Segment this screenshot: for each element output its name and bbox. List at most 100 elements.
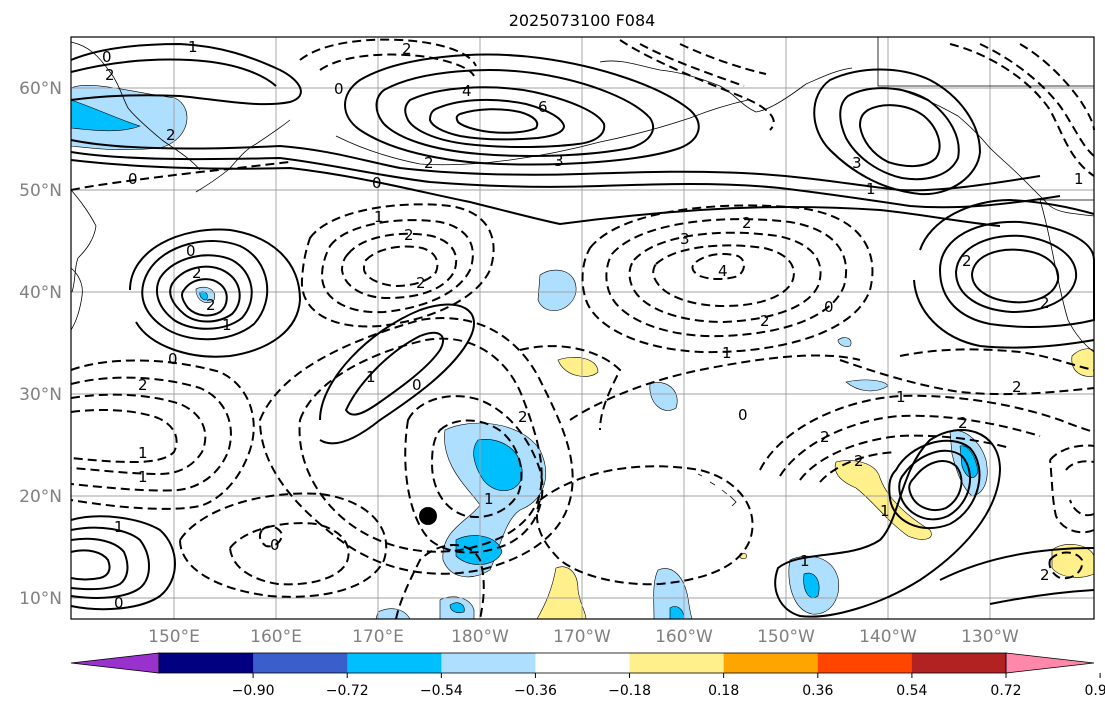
latitude-labels: 60°N 50°N 40°N 30°N 20°N 10°N [19, 79, 62, 609]
colorbar-segment [347, 653, 442, 673]
contour-label: 0 [102, 48, 112, 66]
colorbar-segment [817, 653, 913, 673]
lon-label: 160°E [250, 627, 302, 647]
contour-dashed-west-trough-1 [70, 359, 255, 510]
lon-label: 150°W [757, 627, 815, 647]
contour-dashed-outer-big [519, 345, 861, 431]
contour-dashed-big-central-2 [298, 337, 543, 553]
contour-solid-nw-low [70, 42, 302, 106]
colorbar-tick-label: 0.90 [1085, 683, 1105, 699]
colorbar-segment [629, 653, 725, 673]
contour-dashed-south-center-1 [395, 544, 485, 620]
contour-dashed-ne-1 [949, 43, 1095, 177]
colorbar-tick-label: −0.36 [514, 683, 557, 699]
colorbar-extend-low [70, 652, 160, 674]
contour-dashed-north-right-2 [639, 43, 745, 87]
contour-dashed-east-1 [899, 348, 1095, 371]
colorbar-segment [253, 653, 348, 673]
lat-label: 10°N [19, 589, 62, 609]
shade-east-yellow-band [834, 460, 932, 540]
contour-label: 3 [852, 154, 862, 172]
contour-dashed-west-trough-4 [70, 409, 178, 464]
contour-label: 1 [1074, 170, 1084, 188]
colorbar-segment [911, 653, 1007, 673]
colorbar-extend-high [1005, 652, 1095, 674]
shade-midpac-yellow1 [557, 357, 599, 377]
contour-label: 2 [192, 264, 202, 282]
contour-dashed-nw-corner [70, 161, 291, 191]
contour-solid-west-high-sw-2 [70, 526, 150, 599]
contour-solid-westerlies-2 [70, 151, 1061, 209]
contour-dashed-east-trough-2 [779, 414, 1041, 477]
shade-bottom-yellow1 [536, 566, 587, 620]
contour-label: 2 [166, 126, 176, 144]
colorbar: −0.90 −0.72 −0.54 −0.36 −0.18 0.18 0.36 0.54 0.7… [70, 652, 1105, 699]
contour-label: 1 [484, 490, 494, 508]
contour-dashed-west-south-1 [178, 492, 388, 598]
contour-dashed-east-trough-1 [759, 394, 1095, 471]
marker-dot [419, 507, 437, 525]
contour-label: 4 [462, 82, 472, 100]
contour-dashed-east-2 [839, 359, 1095, 396]
contour-label: 2 [854, 452, 864, 470]
contour-solid-japan-high-4 [180, 278, 228, 317]
contour-dashed-small-165e [258, 525, 284, 548]
lon-label: 180°W [451, 627, 509, 647]
contour-label: 1 [800, 552, 810, 570]
contour-label: 2 [742, 214, 752, 232]
contour-label: 2 [105, 66, 115, 84]
contour-dashed-42n-low-5 [691, 253, 745, 280]
contour-dashed-big-central [258, 317, 574, 575]
contour-label: 0 [168, 350, 178, 368]
contour-label: 4 [718, 262, 728, 280]
contour-label: 1 [366, 368, 376, 386]
contour-solid-nw-low-2 [70, 58, 277, 87]
contour-dashed-east-trough-3 [799, 434, 1011, 481]
contour-dashed-west-south-2 [228, 522, 350, 586]
contour-dashed-40n-low-3 [340, 232, 458, 300]
map-frame [70, 36, 1095, 620]
contour-solid-ak-high-5 [455, 108, 539, 134]
contour-dashed-40n-low-4 [362, 245, 439, 288]
contour-solid-west-high-sw-4 [70, 549, 111, 581]
colorbar-tick-label: 0.18 [708, 683, 739, 699]
longitude-labels: 150°E 160°E 170°E 180°W 170°W 160°W 150°… [148, 627, 1019, 647]
contour-dashed-40n-low-1 [300, 203, 495, 328]
contour-label: 0 [128, 170, 138, 188]
contour-solid-hawaii-outer [774, 429, 1002, 618]
contour-dashed-42n-low-2 [605, 218, 848, 338]
coast-bc [1039, 199, 1095, 353]
coast-alaska [599, 60, 853, 113]
colorbar-tick-label: 0.72 [990, 683, 1021, 699]
coast-japan [70, 267, 83, 331]
lat-label: 20°N [19, 487, 62, 507]
colorbar-segment [159, 653, 254, 673]
contour-dashed-ne-3 [1019, 43, 1095, 131]
contour-label: 2 [416, 274, 426, 292]
coastlines [70, 37, 1095, 507]
shade-dateline-cyan1 [473, 439, 523, 492]
colorbar-tick-label: 0.36 [802, 683, 833, 699]
contour-label: 1 [374, 208, 384, 226]
contour-label: 1 [138, 468, 148, 486]
coast-kurils [195, 119, 291, 193]
contour-label: 3 [680, 230, 690, 248]
contour-solid-hawaii-high-2 [898, 449, 971, 521]
contour-solid-bc-high-3 [970, 248, 1060, 304]
contour-solid-gulf-high-1 [813, 68, 982, 196]
contour-solid-midpac-high-2 [344, 331, 445, 416]
contour-dashed-north-right-3 [679, 43, 767, 75]
contour-solid-ak-high-2 [375, 69, 655, 157]
contour-label: 0 [114, 594, 124, 612]
colorbar-tick-label: −0.54 [420, 683, 463, 699]
contour-label: 0 [270, 536, 280, 554]
contour-label: 2 [962, 252, 972, 270]
contour-solid-bc-high-2 [954, 234, 1078, 314]
contour-dashed-se-small [1048, 551, 1084, 580]
contour-dashed-dateline-inner [430, 419, 523, 518]
contour-label: 1 [896, 388, 906, 406]
coast-border-box [877, 37, 1094, 201]
contour-solid-ak-high-1 [344, 53, 700, 166]
contour-solid-bc-outer [913, 198, 1095, 349]
contour-dashed-east-trough-4 [819, 451, 897, 483]
